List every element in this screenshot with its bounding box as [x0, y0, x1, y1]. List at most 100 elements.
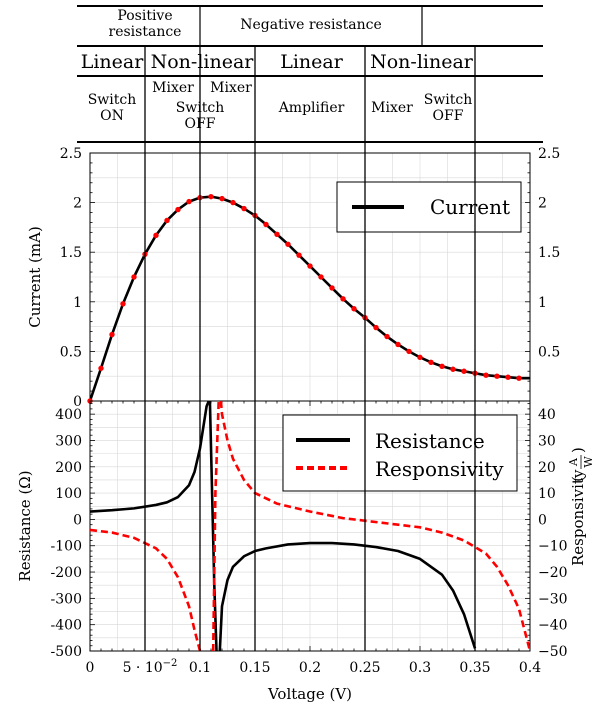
- y-tick-label: 1: [73, 295, 82, 311]
- header-negative-resistance: Negative resistance: [240, 17, 382, 33]
- data-marker: [274, 231, 280, 238]
- data-marker: [417, 354, 423, 361]
- data-marker: [351, 306, 357, 312]
- data-marker: [208, 193, 214, 200]
- data-marker: [329, 285, 335, 291]
- data-marker: [483, 372, 489, 378]
- current-panel: 0 0.5 1 1.5 2 2.5 0.5 1 1.5 2 2.5 Current (mA) Curre…: [26, 146, 560, 410]
- header-nonlinear-1: Non-linear: [150, 51, 254, 73]
- header-nonlinear-2: Non-linear: [370, 51, 473, 73]
- right-y-tick-label: 10: [538, 486, 556, 502]
- right-y-tick-label: −20: [538, 565, 568, 581]
- header-linear-2: Linear: [280, 51, 343, 73]
- y-tick-label: -300: [51, 591, 82, 607]
- data-marker: [98, 365, 104, 371]
- data-marker: [175, 206, 181, 213]
- right-y-tick-label: 2.5: [538, 146, 560, 162]
- x-axis-label: Voltage (V): [267, 685, 352, 703]
- right-y-axis-label-text: Responsivity: [569, 469, 587, 566]
- y-tick-label: 0.5: [60, 344, 82, 360]
- y-tick-label: 300: [55, 433, 82, 449]
- x-tick-label: 0.25: [349, 660, 380, 676]
- legend-label-resistance: Resistance: [375, 429, 485, 453]
- right-y-axis-unit-denominator: W: [582, 456, 595, 468]
- resistance-responsivity-panel: 4003002001000-100-200-300-400-5004030201…: [16, 400, 595, 703]
- header-amplifier: Amplifier: [278, 100, 345, 116]
- x-tick-label: 0.15: [239, 660, 270, 676]
- header-dividers: [199, 6, 423, 46]
- right-y-tick-label: 0: [538, 512, 547, 528]
- y-tick-label: 200: [55, 460, 82, 476]
- data-marker: [494, 373, 500, 379]
- data-marker: [263, 221, 269, 228]
- data-marker: [318, 274, 324, 280]
- data-marker: [241, 205, 247, 212]
- series-line-resistance: [208, 401, 218, 651]
- x-tick-label: 0.1: [189, 660, 211, 676]
- x-tick-label: 0.2: [299, 660, 321, 676]
- x-tick-label: 5 · 10−2: [123, 658, 178, 676]
- y-tick-label: 0: [73, 512, 82, 528]
- series-line-resistance: [90, 401, 210, 513]
- right-y-tick-label: 30: [538, 433, 556, 449]
- data-marker: [340, 296, 346, 302]
- data-marker: [406, 348, 412, 355]
- series-line-responsivity: [211, 401, 220, 651]
- data-marker: [505, 374, 511, 380]
- data-marker: [296, 252, 302, 258]
- series-line-responsivity: [219, 401, 530, 651]
- header-switch-on: Switch ON: [87, 92, 137, 125]
- header-linear-1: Linear: [80, 51, 144, 73]
- legend-label-current: Current: [430, 195, 510, 219]
- y-axis-label: Current (mA): [26, 226, 44, 328]
- y-tick-label: 100: [55, 486, 82, 502]
- right-y-tick-label: −10: [538, 539, 568, 555]
- right-y-tick-label: 1.5: [538, 245, 560, 261]
- right-y-axis-unit-numerator: A: [567, 457, 580, 467]
- right-y-tick-label: −40: [538, 618, 568, 634]
- y-tick-label: 400: [55, 407, 82, 423]
- data-marker: [186, 198, 192, 205]
- y-tick-label: -100: [51, 539, 82, 555]
- x-tick-label: 0.35: [459, 660, 490, 676]
- right-y-tick-label: 2: [538, 196, 547, 212]
- header-mixer-right: Mixer: [210, 80, 252, 96]
- y-tick-label: -400: [51, 618, 82, 634]
- header-positive-resistance: Positive resistance: [108, 8, 182, 41]
- right-y-tick-label: 0.5: [538, 344, 560, 360]
- data-marker: [230, 199, 236, 206]
- right-y-axis-paren-open: (: [569, 476, 587, 482]
- region-dividers: [144, 46, 476, 651]
- data-marker: [153, 232, 159, 239]
- data-marker: [428, 359, 434, 366]
- header-switch-off-right: Switch OFF: [423, 92, 473, 125]
- right-y-tick-label: 40: [538, 407, 556, 423]
- right-y-axis-paren-close: ): [569, 447, 587, 453]
- header-table: [77, 5, 543, 143]
- data-marker: [373, 324, 379, 331]
- legend-box: [282, 414, 518, 492]
- header-switch-off-left: Switch OFF: [175, 100, 225, 133]
- data-marker: [285, 241, 291, 247]
- series-line-resistance: [218, 541, 477, 651]
- right-y-tick-label: 1: [538, 295, 547, 311]
- x-tick-label-mantissa: 5 · 10: [123, 660, 163, 676]
- right-y-tick-label: 20: [538, 460, 556, 476]
- y-axis-label: Resistance (Ω): [16, 470, 34, 581]
- x-tick-label: 0: [86, 660, 95, 676]
- x-tick-label: 0.4: [519, 660, 541, 676]
- data-marker: [450, 366, 456, 372]
- header-mixer-left: Mixer: [152, 80, 194, 96]
- right-y-axis-label: Responsivity A W (): [567, 447, 595, 566]
- y-tick-label: -200: [51, 565, 82, 581]
- data-marker: [109, 331, 115, 338]
- data-marker: [131, 274, 137, 280]
- y-tick-label: 2: [73, 196, 82, 212]
- right-y-tick-label: −30: [538, 591, 568, 607]
- data-marker: [307, 263, 313, 269]
- data-marker: [164, 217, 170, 224]
- data-marker: [395, 341, 401, 348]
- data-marker: [120, 301, 126, 307]
- data-marker: [439, 363, 445, 369]
